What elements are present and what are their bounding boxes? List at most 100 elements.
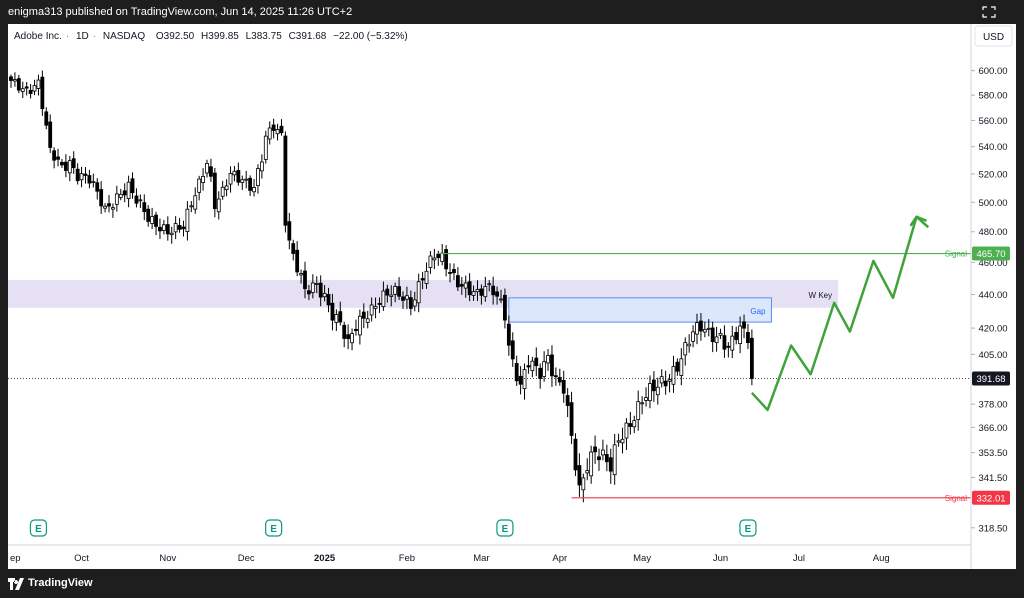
candle [577, 453, 582, 497]
fullscreen-icon[interactable] [982, 6, 996, 18]
candle [632, 415, 637, 434]
candle [56, 148, 60, 167]
currency-button[interactable] [974, 25, 1013, 47]
candle-body [48, 121, 53, 148]
candle [738, 316, 743, 354]
candle-body [749, 337, 754, 379]
candle-body [134, 195, 139, 204]
candle [138, 194, 143, 209]
candle [749, 329, 754, 386]
candle-body [640, 402, 645, 405]
candle [636, 390, 641, 431]
candle-body [342, 324, 347, 339]
candle-body [553, 375, 558, 378]
candle [228, 166, 233, 193]
candle-body [702, 329, 707, 333]
candle-body [412, 299, 417, 307]
candle [181, 220, 186, 237]
candle [526, 355, 531, 374]
candle [240, 175, 245, 190]
candle-body [408, 297, 413, 309]
candle [287, 212, 292, 250]
candle [648, 375, 652, 409]
candle-body [444, 249, 449, 270]
candle [687, 334, 692, 353]
candle [220, 180, 225, 200]
candle [440, 243, 445, 266]
currency-label: USD [983, 32, 1004, 43]
candle [561, 370, 566, 403]
last-price-label: 391.68 [976, 374, 1005, 385]
x-tick-label: Apr [552, 553, 567, 564]
candle [193, 187, 198, 214]
signal-price-label-high-bg [972, 246, 1010, 261]
candle-body [510, 340, 515, 360]
candle-body [177, 225, 182, 230]
candle-body [624, 422, 629, 439]
candle-body [142, 202, 147, 213]
candle-body [369, 304, 374, 316]
candle-body [385, 288, 390, 296]
candle-body [224, 185, 229, 191]
candle-body [216, 198, 221, 213]
candle-body [734, 332, 739, 340]
signal-text-high: Signal [945, 250, 967, 259]
candle [212, 167, 217, 218]
candle-body [111, 207, 115, 210]
candle-body [377, 303, 382, 305]
candle-body [287, 221, 292, 241]
earnings-icon [739, 519, 757, 537]
candle [401, 291, 405, 309]
candle-body [534, 357, 539, 367]
candle [667, 373, 672, 393]
candle-body [526, 365, 531, 368]
candle [114, 185, 119, 212]
candle [616, 433, 621, 447]
candle-body [405, 295, 409, 300]
candle-body [706, 327, 711, 330]
candle-body [389, 294, 394, 297]
candle [20, 81, 25, 99]
candle-body [209, 166, 213, 177]
candle-body [581, 477, 586, 491]
y-tick-label: 366.00 [978, 423, 1007, 434]
x-tick-label: Jul [793, 553, 805, 564]
candle [503, 288, 507, 329]
candle [651, 371, 656, 402]
candle [608, 448, 613, 484]
candle [248, 175, 253, 196]
candle [9, 74, 13, 88]
price-chart[interactable]: W Key Gap Signal Signal E E E E Adobe Inc. · 1D… [8, 24, 1016, 569]
candle [354, 319, 358, 336]
candle [424, 262, 429, 289]
candle-body [263, 135, 268, 160]
candle [303, 261, 307, 299]
candle-body [420, 278, 425, 281]
candle-body [608, 457, 613, 472]
candle-body [197, 178, 202, 193]
chart-panel[interactable]: W Key Gap Signal Signal E E E E Adobe Inc. · 1D… [8, 24, 1016, 569]
candle-body [718, 332, 723, 336]
candle-body [448, 272, 452, 274]
candle-body [550, 354, 554, 377]
candle-body [354, 328, 358, 331]
earnings-icon [496, 519, 514, 537]
y-tick-label: 378.00 [978, 400, 1007, 411]
candle-body [538, 367, 543, 379]
candle-body [671, 366, 676, 385]
candle [60, 159, 64, 168]
candle-body [522, 369, 527, 390]
candle [585, 458, 590, 481]
candle-body [691, 331, 695, 342]
candle-body [436, 253, 441, 259]
candle-body [503, 294, 507, 321]
candle [189, 200, 194, 213]
candle-body [67, 160, 72, 174]
candle-body [365, 318, 370, 323]
candle [620, 427, 625, 454]
candle [628, 411, 633, 435]
x-tick-label: Oct [74, 553, 89, 564]
candle-body [620, 438, 625, 444]
candle [432, 248, 437, 270]
x-tick-label: Aug [873, 553, 890, 564]
